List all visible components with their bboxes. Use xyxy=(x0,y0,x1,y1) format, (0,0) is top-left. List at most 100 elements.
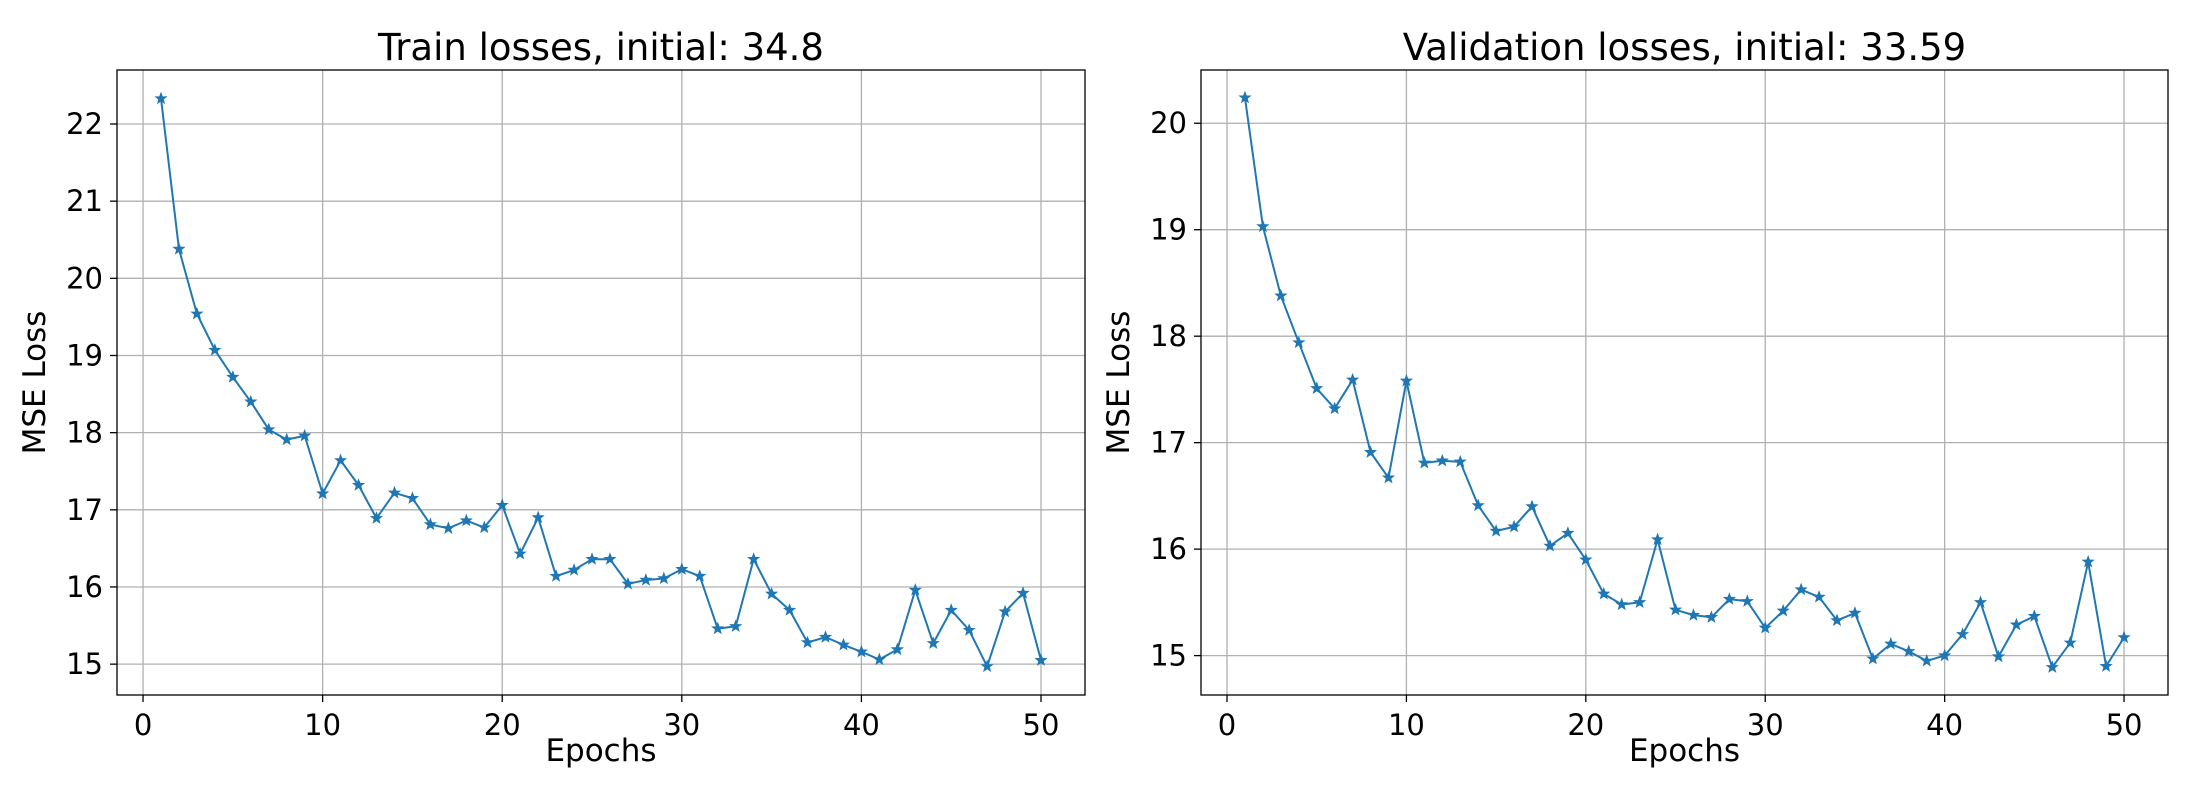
data-point xyxy=(854,644,869,658)
data-point xyxy=(1668,602,1683,616)
data-point xyxy=(405,491,420,504)
data-point xyxy=(567,563,581,576)
data-point xyxy=(1489,524,1503,537)
data-point xyxy=(1920,653,1934,667)
chart-panel-2: 0 10 20 30 40 50 15 16 17 18 19 20 Validation losses… xyxy=(1101,26,2169,769)
data-point xyxy=(2099,659,2113,672)
data-point xyxy=(675,562,689,575)
x-tick-label: 30 xyxy=(663,708,700,742)
data-point xyxy=(208,343,222,356)
data-point xyxy=(1525,499,1539,513)
data-point xyxy=(1973,595,1988,608)
x-tick-label: 20 xyxy=(484,708,521,742)
x-tick-label: 0 xyxy=(134,708,152,742)
data-point xyxy=(800,635,815,649)
data-point xyxy=(1310,381,1324,394)
data-point xyxy=(190,306,204,320)
data-point xyxy=(549,569,563,582)
data-point xyxy=(1543,539,1557,552)
y-tick-label: 21 xyxy=(66,184,103,218)
x-tick-label: 10 xyxy=(304,708,341,742)
data-point xyxy=(1848,606,1862,619)
data-point xyxy=(1991,649,2006,663)
data-point xyxy=(1328,401,1342,415)
data-point xyxy=(1866,651,1880,665)
data-point xyxy=(298,428,312,442)
data-point xyxy=(1346,372,1360,386)
data-point xyxy=(1722,592,1736,605)
data-point xyxy=(172,242,186,255)
y-tick-label: 15 xyxy=(66,647,103,681)
data-point xyxy=(639,573,653,586)
y-tick-label: 16 xyxy=(66,570,103,604)
x-tick-label: 20 xyxy=(1567,708,1604,742)
data-point xyxy=(1435,453,1449,467)
x-tick-label: 10 xyxy=(1388,708,1425,742)
data-point xyxy=(369,511,384,524)
data-point xyxy=(477,520,491,534)
data-point xyxy=(1758,620,1772,634)
data-point xyxy=(1507,519,1521,533)
y-tick-label: 17 xyxy=(66,493,103,527)
y-tick-label: 16 xyxy=(1150,532,1187,566)
data-point xyxy=(621,576,635,590)
data-point xyxy=(962,623,976,636)
data-point xyxy=(423,517,437,531)
data-point xyxy=(908,583,922,596)
data-point xyxy=(765,586,779,600)
data-point xyxy=(2063,635,2077,649)
data-point xyxy=(747,552,761,565)
y-tick-label: 17 xyxy=(1150,426,1187,460)
data-point xyxy=(1034,653,1048,666)
data-point xyxy=(836,637,851,651)
data-point xyxy=(2009,617,2023,631)
data-point xyxy=(441,521,455,534)
data-point xyxy=(226,370,240,383)
y-tick-label: 18 xyxy=(1150,319,1187,353)
y-tick-label: 15 xyxy=(1150,639,1187,673)
data-point xyxy=(1830,613,1844,627)
data-point xyxy=(1579,552,1593,566)
x-axis-label: Epochs xyxy=(545,733,656,769)
data-point xyxy=(2081,554,2095,568)
data-point xyxy=(1938,648,1952,662)
data-point xyxy=(244,394,258,408)
y-tick-label: 20 xyxy=(1150,106,1187,140)
data-point xyxy=(729,619,743,632)
x-tick-label: 30 xyxy=(1747,708,1784,742)
y-axis-label: MSE Loss xyxy=(17,311,53,455)
data-point xyxy=(333,453,348,467)
data-point xyxy=(495,498,509,511)
x-tick-label: 0 xyxy=(1218,708,1236,742)
data-point xyxy=(711,621,725,635)
data-point xyxy=(351,478,366,491)
axes-frame xyxy=(116,69,1086,696)
data-point xyxy=(1471,498,1485,512)
x-tick-label: 50 xyxy=(1023,708,1060,742)
data-point xyxy=(1884,636,1898,650)
x-axis-label: Epochs xyxy=(1629,733,1740,769)
x-tick-label: 40 xyxy=(1926,708,1963,742)
data-point xyxy=(1292,335,1306,349)
series-line xyxy=(160,98,1042,668)
data-point xyxy=(1399,373,1414,387)
y-tick-label: 18 xyxy=(66,416,103,450)
data-point xyxy=(1453,454,1467,468)
data-point xyxy=(2117,630,2131,644)
chart-panel-1: 0 10 20 30 40 50 15 16 17 18 19 20 21 22 Train losses,… xyxy=(17,26,1086,769)
data-point xyxy=(1016,586,1030,599)
data-point xyxy=(782,603,797,616)
data-point xyxy=(1561,526,1575,539)
data-point xyxy=(316,486,330,500)
data-point xyxy=(1704,610,1719,623)
series-line xyxy=(1243,97,2125,669)
chart-title: Train losses, initial: 34.8 xyxy=(377,26,824,69)
data-point xyxy=(585,552,599,565)
data-point xyxy=(1776,603,1790,617)
x-tick-label: 40 xyxy=(843,708,880,742)
data-point xyxy=(531,510,545,524)
data-point xyxy=(1794,582,1808,596)
data-point xyxy=(1740,594,1754,607)
data-point xyxy=(603,552,617,565)
